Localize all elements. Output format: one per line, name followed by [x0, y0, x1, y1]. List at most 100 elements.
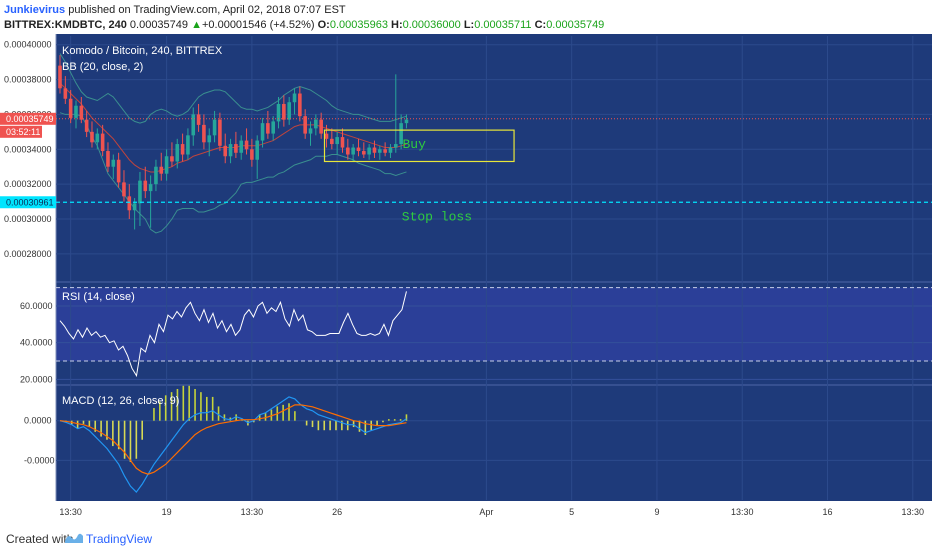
- time-tick-label: 26: [332, 507, 342, 517]
- price-tick-label: 0.00038000: [4, 75, 52, 85]
- price-tick-label: 0.00030000: [4, 214, 52, 224]
- low-value: 0.00035711: [474, 19, 532, 31]
- candle-body: [303, 116, 307, 134]
- chart-canvas[interactable]: 0.00040000 0.00038000 0.00036000 0.00034000…: [0, 0, 932, 526]
- candle-body: [404, 119, 409, 124]
- created-with-text: Created with: [6, 532, 74, 546]
- current-price-tag-text: 0.00035749: [6, 114, 54, 124]
- candle-body: [234, 144, 238, 153]
- candle-body: [372, 147, 377, 153]
- candle-body: [79, 105, 84, 120]
- candle-body: [228, 144, 233, 157]
- candle-body: [106, 151, 110, 167]
- candle-body: [330, 138, 334, 145]
- rsi-axis: 60.0000 40.0000 20.0000: [20, 301, 53, 384]
- macd-tick-label: -0.0000: [24, 455, 55, 465]
- open-label: O:: [317, 19, 330, 31]
- candle-body: [111, 159, 116, 167]
- candle-body: [367, 147, 371, 155]
- candle-body: [314, 119, 318, 129]
- candle-body: [90, 131, 94, 143]
- macd-line: [59, 396, 407, 493]
- macd-axis: 0.0000 -0.0000: [24, 416, 55, 466]
- buy-zone-box[interactable]: [323, 129, 515, 163]
- candle-body: [84, 119, 89, 132]
- candle-body: [132, 203, 137, 211]
- chart-title: Komodo / Bitcoin, 240, BITTREX: [62, 45, 223, 57]
- candle-body: [340, 137, 345, 148]
- time-tick-label: 5: [569, 507, 574, 517]
- bb-basis-line: [59, 82, 407, 173]
- price-tick-label: 0.00032000: [4, 179, 52, 189]
- price-change: +0.00001546 (+4.52%): [201, 19, 315, 31]
- close-value: 0.00035749: [546, 19, 605, 31]
- candle-body: [287, 102, 291, 120]
- macd-tick-label: 0.0000: [24, 416, 52, 426]
- time-tick-label: 13:30: [59, 507, 82, 517]
- candle-body: [346, 147, 350, 155]
- candle-body: [143, 180, 148, 192]
- candle-body: [148, 184, 153, 192]
- rsi-legend: RSI (14, close): [62, 291, 135, 303]
- candle-body: [218, 119, 222, 146]
- candle-body: [63, 88, 68, 99]
- candle-body: [250, 149, 254, 160]
- high-value: 0.00036000: [402, 19, 461, 31]
- time-tick-label: 13:30: [902, 507, 925, 517]
- candle-body: [191, 114, 196, 136]
- time-tick-label: Apr: [479, 507, 493, 517]
- rsi-line: [59, 291, 407, 378]
- high-label: H:: [391, 19, 403, 31]
- bb-lower-line: [59, 112, 407, 234]
- candle-body: [393, 144, 398, 148]
- rsi-tick-label: 40.0000: [20, 338, 53, 348]
- candle-body: [271, 121, 275, 134]
- ohlc-line: BITTREX:KMDBTC, 240 0.00035749 ▲+0.00001…: [4, 18, 604, 32]
- open-value: 0.00035963: [329, 19, 388, 31]
- axis-background: [0, 34, 56, 501]
- candles: [58, 55, 409, 230]
- time-tick-label: 19: [162, 507, 172, 517]
- candle-body: [351, 147, 355, 155]
- candle-body: [378, 149, 382, 153]
- time-axis-background: [0, 501, 932, 526]
- candle-body: [324, 133, 329, 139]
- time-tick-label: 13:30: [241, 507, 264, 517]
- candle-body: [196, 114, 201, 125]
- candle-body: [319, 119, 323, 134]
- rsi-tick-label: 20.0000: [20, 374, 53, 384]
- price-tick-label: 0.00034000: [4, 144, 52, 154]
- candle-body: [255, 140, 260, 160]
- plot-background: [0, 34, 932, 526]
- candle-body: [244, 140, 249, 150]
- candle-body: [170, 156, 174, 162]
- candle-body: [266, 123, 270, 134]
- rsi-tick-label: 60.0000: [20, 301, 53, 311]
- bb-upper-line: [59, 53, 407, 124]
- tradingview-logo-icon[interactable]: [64, 531, 84, 545]
- candle-body: [122, 182, 126, 197]
- candle-body: [207, 135, 212, 143]
- candle-body: [388, 147, 393, 153]
- bb-legend: BB (20, close, 2): [62, 61, 143, 73]
- candle-body: [335, 137, 339, 145]
- publish-info: published on TradingView.com, April 02, …: [65, 4, 346, 16]
- candle-body: [186, 135, 190, 155]
- candle-body: [100, 133, 105, 152]
- footer: Created with TradingView: [0, 526, 932, 550]
- stop-loss-tag-text: 0.00030961: [6, 197, 54, 207]
- author-link[interactable]: Junkievirus: [4, 4, 66, 16]
- tradingview-brand-link[interactable]: TradingView: [86, 532, 153, 546]
- price-tick-label: 0.00040000: [4, 40, 52, 50]
- candle-body: [164, 156, 169, 174]
- candle-body: [282, 103, 286, 120]
- countdown-tag-text: 03:52:11: [6, 127, 40, 137]
- up-arrow-icon: ▲: [191, 19, 202, 31]
- symbol-label[interactable]: BITTREX:KMDBTC, 240: [4, 19, 127, 31]
- candle-body: [223, 145, 228, 157]
- close-label: C:: [534, 19, 547, 31]
- candle-body: [308, 128, 313, 134]
- candle-body: [298, 93, 302, 117]
- candle-body: [68, 98, 73, 118]
